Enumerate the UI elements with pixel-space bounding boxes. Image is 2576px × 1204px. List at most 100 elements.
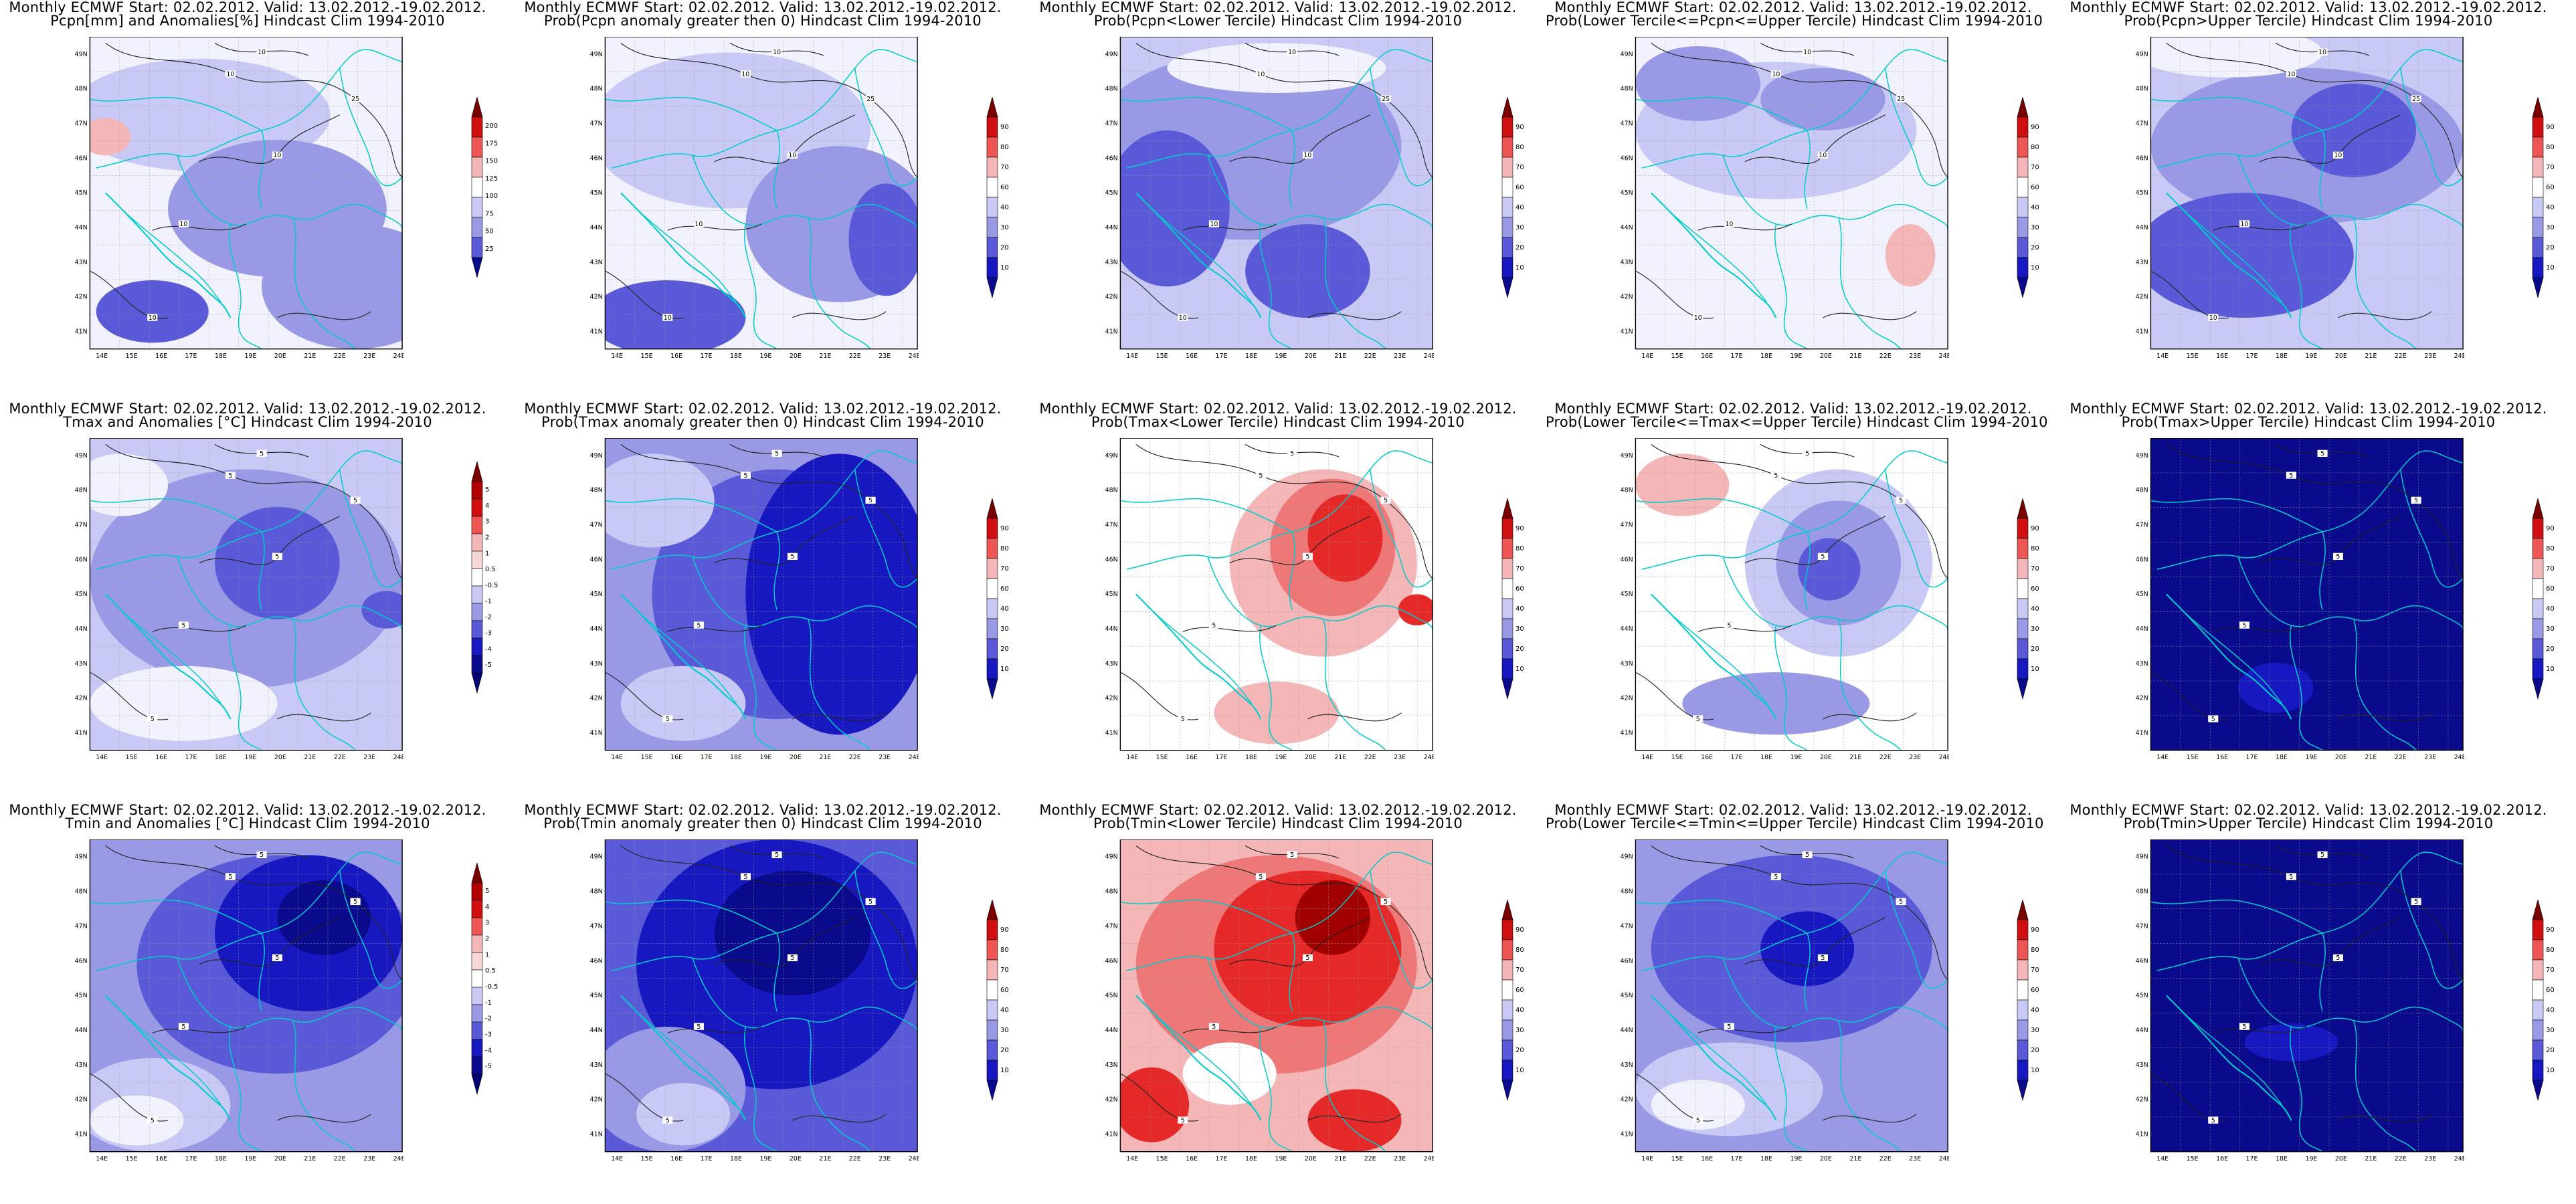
lon-tick-label: 22E xyxy=(849,353,861,360)
forecast-map-panel: Monthly ECMWF Start: 02.02.2012. Valid: … xyxy=(515,0,1030,401)
lat-tick-label: 47N xyxy=(2136,120,2148,127)
anomaly-shaded-region xyxy=(1651,1080,1745,1130)
colorbar-tick-label: 30 xyxy=(1000,625,1009,633)
lat-tick-label: 41N xyxy=(590,730,603,737)
colorbar-tick-label: 60 xyxy=(1515,184,1524,191)
colorbar-tick-label: 70 xyxy=(1000,967,1009,974)
lat-tick-label: 44N xyxy=(75,1027,88,1034)
contour-label: 5 xyxy=(1212,622,1216,629)
colorbar-tick-label: 40 xyxy=(2031,605,2039,613)
lon-tick-label: 19E xyxy=(1275,1155,1287,1163)
contour-label: 10 xyxy=(695,221,703,228)
forecast-map-panel: Monthly ECMWF Start: 02.02.2012. Valid: … xyxy=(515,803,1030,1204)
colorbar-tick-label: 60 xyxy=(2546,987,2555,994)
lon-tick-label: 19E xyxy=(1275,353,1287,360)
contour-label: 10 xyxy=(1288,49,1296,56)
colorbar-tick-label: -1 xyxy=(485,999,492,1007)
contour-line xyxy=(2166,845,2464,981)
contour-line xyxy=(1120,672,1199,720)
lon-tick-label: 22E xyxy=(334,353,346,360)
lon-tick-label: 18E xyxy=(1245,353,1257,360)
colorbar-tick-label: 60 xyxy=(2546,585,2555,593)
colorbar-tick-label: 70 xyxy=(1515,565,1524,573)
colorbar-tick-label: 70 xyxy=(1515,967,1524,974)
colorbar-tick-label: 10 xyxy=(1000,1067,1009,1074)
contour-line xyxy=(2150,672,2229,720)
contour-label: 5 xyxy=(2336,955,2340,962)
lon-tick-label: 24E xyxy=(1939,1155,1949,1163)
contour-label: 5 xyxy=(228,472,232,480)
lat-tick-label: 44N xyxy=(75,625,88,633)
lon-tick-label: 23E xyxy=(879,1155,891,1163)
lon-tick-label: 14E xyxy=(1641,1155,1653,1163)
country-border xyxy=(292,619,356,750)
contour-label: 5 xyxy=(1696,1117,1700,1124)
country-border xyxy=(773,932,780,1011)
contour-label: 5 xyxy=(2242,622,2246,629)
country-border xyxy=(2400,469,2464,588)
colorbar-tick-label: 70 xyxy=(2546,565,2555,573)
panel-title: Monthly ECMWF Start: 02.02.2012. Valid: … xyxy=(2069,401,2547,417)
contour-line xyxy=(1120,270,1199,319)
anomaly-shaded-region xyxy=(1760,911,1855,987)
anomaly-shaded-region xyxy=(1307,494,1383,582)
lat-tick-label: 42N xyxy=(2136,1096,2148,1104)
anomaly-shaded-region xyxy=(1398,594,1433,626)
contour-label: 10 xyxy=(1694,314,1702,322)
panel-title: Monthly ECMWF Start: 02.02.2012. Valid: … xyxy=(1039,802,1517,818)
lat-tick-label: 45N xyxy=(1621,591,1633,598)
contour-line xyxy=(620,845,918,981)
lat-tick-label: 45N xyxy=(75,992,88,999)
country-border xyxy=(1635,96,1808,131)
country-border xyxy=(1774,223,1808,349)
lon-tick-label: 23E xyxy=(1909,754,1921,761)
colorbar-tick-label: 10 xyxy=(2031,666,2039,673)
colorbar-tick-label: 70 xyxy=(2546,967,2555,974)
colorbar: 90 80 70 60 40 30 20 10 xyxy=(2532,900,2555,1102)
colorbar-tick-label: 80 xyxy=(2546,946,2555,954)
forecast-map-panel: Monthly ECMWF Start: 02.02.2012. Valid: … xyxy=(2061,401,2576,803)
lon-tick-label: 20E xyxy=(1305,754,1317,761)
country-border xyxy=(1885,469,1948,588)
anomaly-shaded-region xyxy=(90,118,131,156)
lat-tick-label: 41N xyxy=(75,730,88,737)
lon-tick-label: 22E xyxy=(1364,353,1376,360)
lat-tick-label: 45N xyxy=(1105,992,1118,999)
contour-line xyxy=(1182,625,1277,632)
lat-tick-label: 46N xyxy=(1621,155,1633,162)
lon-tick-label: 14E xyxy=(611,754,623,761)
country-border xyxy=(854,68,918,187)
lat-tick-label: 46N xyxy=(1105,556,1118,563)
lat-tick-label: 49N xyxy=(590,452,603,460)
colorbar-tick-label: 20 xyxy=(2031,1047,2039,1054)
lat-tick-label: 43N xyxy=(590,259,603,266)
lat-tick-label: 47N xyxy=(2136,521,2148,528)
anomaly-shaded-region xyxy=(2244,1023,2338,1062)
contour-label: 5 xyxy=(1727,1023,1731,1031)
lon-tick-label: 18E xyxy=(1760,754,1772,761)
anomaly-shaded-region xyxy=(1635,454,1730,516)
contour-line xyxy=(2213,625,2308,632)
contour-label: 10 xyxy=(273,152,281,159)
panel-subtitle: Prob(Lower Tercile<=Tmax<=Upper Tercile)… xyxy=(1546,414,2048,430)
lat-tick-label: 41N xyxy=(2136,328,2148,336)
country-border xyxy=(90,899,262,934)
contour-line xyxy=(1135,845,1433,981)
contour-label: 5 xyxy=(1259,874,1263,881)
anomaly-shaded-region xyxy=(1182,1042,1277,1105)
lon-tick-label: 21E xyxy=(1334,754,1346,761)
contour-label: 25 xyxy=(866,96,875,103)
country-border xyxy=(1666,208,1768,303)
contour-label: 5 xyxy=(181,1023,185,1031)
colorbar-tick-label: 200 xyxy=(485,122,498,130)
lat-tick-label: 46N xyxy=(2136,155,2148,162)
colorbar-tick-label: 30 xyxy=(1000,1027,1009,1034)
lon-tick-label: 23E xyxy=(363,353,375,360)
lat-tick-label: 41N xyxy=(75,328,88,336)
lon-tick-label: 16E xyxy=(1186,1155,1198,1163)
colorbar-tick-label: 0.5 xyxy=(485,566,496,573)
colorbar-tick-label: -5 xyxy=(485,1063,492,1070)
contour-label: 5 xyxy=(1305,553,1309,561)
lat-tick-label: 48N xyxy=(75,86,88,93)
lat-tick-label: 41N xyxy=(590,328,603,336)
